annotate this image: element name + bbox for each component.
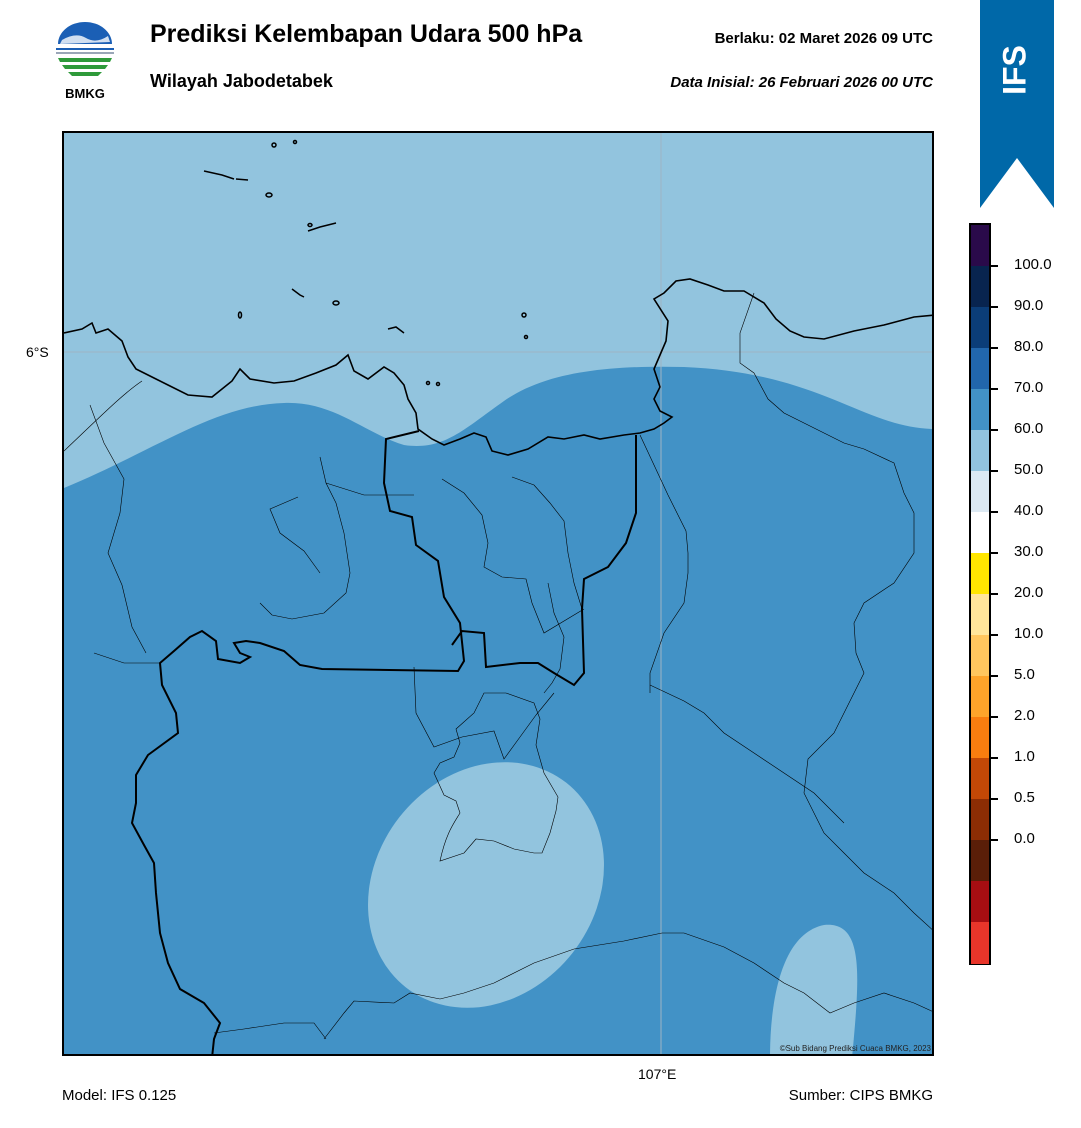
copyright-text: ©Sub Bidang Prediksi Cuaca BMKG, 2023 bbox=[779, 1044, 931, 1053]
colorbar-tick bbox=[991, 798, 998, 800]
map-area bbox=[62, 131, 934, 1056]
colorbar-segment bbox=[971, 471, 989, 513]
colorbar-tick-label: 30.0 bbox=[1014, 543, 1044, 560]
colorbar-tick bbox=[991, 552, 998, 554]
colorbar-tick-label: 50.0 bbox=[1014, 461, 1044, 478]
colorbar-tick-label: 10.0 bbox=[1014, 625, 1044, 642]
colorbar-tick-label: 5.0 bbox=[1014, 666, 1035, 683]
colorbar-tick bbox=[991, 306, 998, 308]
moist-region-south bbox=[368, 762, 604, 1008]
colorbar-tick bbox=[991, 388, 998, 390]
colorbar-segment bbox=[971, 799, 989, 841]
source-label: Sumber: CIPS BMKG bbox=[788, 1087, 933, 1104]
colorbar-tick-label: 60.0 bbox=[1014, 420, 1044, 437]
colorbar-tick bbox=[991, 675, 998, 677]
colorbar-segment bbox=[971, 389, 989, 431]
colorbar-tick-label: 2.0 bbox=[1014, 707, 1035, 724]
colorbar-tick bbox=[991, 757, 998, 759]
colorbar-tick bbox=[991, 839, 998, 841]
colorbar-segment bbox=[971, 881, 989, 923]
coastline bbox=[64, 278, 932, 456]
colorbar-tick-label: 80.0 bbox=[1014, 338, 1044, 355]
colorbar-tick bbox=[991, 470, 998, 472]
province-boundary bbox=[451, 435, 637, 687]
colorbar-tick-label: 0.5 bbox=[1014, 789, 1035, 806]
colorbar-segment bbox=[971, 594, 989, 636]
ribbon-text: IFS bbox=[996, 45, 1032, 95]
colorbar-tick bbox=[991, 593, 998, 595]
colorbar-tick bbox=[991, 429, 998, 431]
colorbar-tick bbox=[991, 265, 998, 267]
chart-title: Prediksi Kelembapan Udara 500 hPa bbox=[150, 20, 583, 48]
colorbar-segment bbox=[971, 266, 989, 308]
colorbar-segment bbox=[971, 307, 989, 349]
colorbar-tick-label: 70.0 bbox=[1014, 379, 1044, 396]
colorbar-tick-label: 100.0 bbox=[1014, 256, 1052, 273]
colorbar-segment bbox=[971, 635, 989, 677]
thousand-islands bbox=[203, 139, 529, 387]
colorbar bbox=[969, 223, 991, 965]
colorbar-tick-label: 20.0 bbox=[1014, 584, 1044, 601]
bmkg-logo bbox=[52, 20, 118, 102]
moist-region-north bbox=[64, 133, 932, 488]
colorbar-segment bbox=[971, 553, 989, 595]
province-boundary bbox=[130, 430, 466, 1054]
colorbar-tick bbox=[991, 347, 998, 349]
colorbar-segment bbox=[971, 717, 989, 759]
moist-region-southeast bbox=[770, 924, 858, 1054]
init-time-label: Data Inisial: 26 Februari 2026 00 UTC bbox=[670, 74, 933, 91]
colorbar-segment bbox=[971, 758, 989, 800]
colorbar-segment bbox=[971, 676, 989, 718]
ifs-ribbon: IFS bbox=[980, 0, 1054, 208]
colorbar-segment bbox=[971, 348, 989, 390]
colorbar-tick bbox=[991, 634, 998, 636]
colorbar-tick-label: 0.0 bbox=[1014, 830, 1035, 847]
colorbar-segment bbox=[971, 225, 989, 267]
colorbar-segment bbox=[971, 840, 989, 882]
colorbar-segment bbox=[971, 922, 989, 964]
colorbar-tick-label: 40.0 bbox=[1014, 502, 1044, 519]
colorbar-segment bbox=[971, 430, 989, 472]
colorbar-tick bbox=[991, 716, 998, 718]
colorbar-tick bbox=[991, 511, 998, 513]
lat-label: 6°S bbox=[26, 344, 49, 360]
lon-label: 107°E bbox=[638, 1066, 677, 1082]
regency-boundaries bbox=[64, 292, 932, 1040]
colorbar-segment bbox=[971, 512, 989, 554]
region-subtitle: Wilayah Jabodetabek bbox=[150, 71, 333, 91]
logo-text: BMKG bbox=[65, 86, 105, 101]
colorbar-tick-label: 1.0 bbox=[1014, 748, 1035, 765]
colorbar-tick-label: 90.0 bbox=[1014, 297, 1044, 314]
model-label: Model: IFS 0.125 bbox=[62, 1087, 177, 1104]
valid-time-label: Berlaku: 02 Maret 2026 09 UTC bbox=[714, 30, 933, 47]
